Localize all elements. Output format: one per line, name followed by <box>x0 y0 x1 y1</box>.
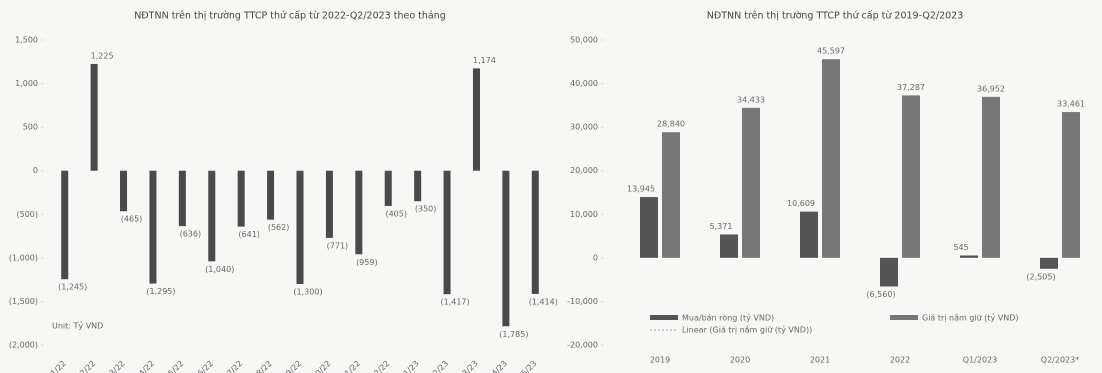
left-chart-title: NĐTNN trên thị trường TTCP thứ cấp từ 20… <box>134 11 446 22</box>
data-label: 34,433 <box>737 95 765 104</box>
y-tick-label: 20,000 <box>570 166 598 175</box>
y-tick-label: 500 <box>23 123 38 132</box>
bar <box>414 170 422 202</box>
bar <box>267 170 275 220</box>
bar <box>120 170 128 212</box>
data-label: (1,295) <box>146 287 175 296</box>
legend-label: Linear (Giá trị nắm giữ (tỷ VND)) <box>682 325 812 336</box>
data-label: 28,840 <box>657 120 685 129</box>
legend-swatch <box>650 315 678 320</box>
y-tick-label: 10,000 <box>570 210 598 219</box>
bar <box>502 170 510 327</box>
legend-label: Giá trị nắm giữ (tỷ VND) <box>922 313 1019 324</box>
y-tick-label: (2,000) <box>9 341 38 350</box>
x-tick-label: Q1/2023 <box>963 356 997 365</box>
data-label: (1,040) <box>205 265 234 274</box>
y-tick-label: -20,000 <box>567 341 598 350</box>
data-label: (1,785) <box>499 330 528 339</box>
bar <box>472 68 480 171</box>
data-label: 1,225 <box>91 51 114 60</box>
bar <box>237 170 245 227</box>
bar <box>178 170 186 227</box>
data-label: 10,609 <box>787 199 815 208</box>
data-label: (1,245) <box>58 283 87 292</box>
bar <box>1040 257 1058 269</box>
bar <box>982 96 1000 258</box>
bar <box>355 170 363 255</box>
data-label: (465) <box>121 215 143 224</box>
x-tick-label: 2019 <box>650 356 670 365</box>
y-tick-label: (500) <box>16 210 38 219</box>
data-label: (1,414) <box>529 297 558 306</box>
data-label: 13,945 <box>627 185 655 194</box>
bar <box>443 170 451 295</box>
y-tick-label: 30,000 <box>570 123 598 132</box>
data-label: (2,505) <box>1026 272 1055 281</box>
bar <box>90 63 98 171</box>
bar <box>880 257 898 287</box>
data-label: (771) <box>327 241 349 250</box>
data-label: 37,287 <box>897 83 925 92</box>
data-label: 33,461 <box>1057 100 1085 109</box>
data-label: (959) <box>356 258 378 267</box>
bar <box>662 132 680 258</box>
y-tick-label: (1,000) <box>9 253 38 262</box>
data-label: 545 <box>953 243 968 252</box>
bar <box>325 170 333 238</box>
bar <box>720 234 738 258</box>
data-label: (405) <box>385 210 407 219</box>
y-tick-label: 50,000 <box>570 36 598 45</box>
bar <box>822 59 840 258</box>
y-tick-label: 0 <box>593 253 598 262</box>
bar <box>61 170 69 280</box>
data-label: 45,597 <box>817 47 845 56</box>
x-tick-label: Q2/2023* <box>1041 356 1079 365</box>
bar <box>1062 112 1080 258</box>
data-label: (636) <box>180 230 202 239</box>
data-label: 36,952 <box>977 84 1005 93</box>
bar <box>800 211 818 258</box>
bar <box>149 170 157 284</box>
x-tick-label: 2021 <box>810 356 830 365</box>
y-tick-label: 1,500 <box>15 36 38 45</box>
data-label: 1,174 <box>473 56 496 65</box>
data-label: (1,417) <box>440 298 469 307</box>
right-chart-title: NĐTNN trên thị trường TTCP thứ cấp từ 20… <box>707 11 964 22</box>
bar <box>902 95 920 258</box>
bar <box>208 170 216 262</box>
bar <box>531 170 539 294</box>
data-label: 5,371 <box>710 222 733 231</box>
bar <box>384 170 392 207</box>
y-tick-label: 1,000 <box>15 79 38 88</box>
x-tick-label: 2020 <box>730 356 750 365</box>
data-label: (1,300) <box>293 288 322 297</box>
data-label: (6,560) <box>866 290 895 299</box>
y-tick-label: (1,500) <box>9 297 38 306</box>
legend-swatch <box>890 315 918 320</box>
legend-label: Mua/bán ròng (tỷ VND) <box>682 313 774 323</box>
x-tick-label: 2022 <box>890 356 910 365</box>
bar <box>640 197 658 258</box>
y-tick-label: 40,000 <box>570 79 598 88</box>
y-tick-label: 0 <box>33 166 38 175</box>
bar <box>742 107 760 258</box>
data-label: (562) <box>268 223 290 232</box>
bar <box>960 255 978 258</box>
data-label: (350) <box>415 205 437 214</box>
bar <box>296 170 304 284</box>
data-label: (641) <box>238 230 260 239</box>
unit-note: Unit: Tỷ VND <box>52 322 103 331</box>
y-tick-label: -10,000 <box>567 297 598 306</box>
